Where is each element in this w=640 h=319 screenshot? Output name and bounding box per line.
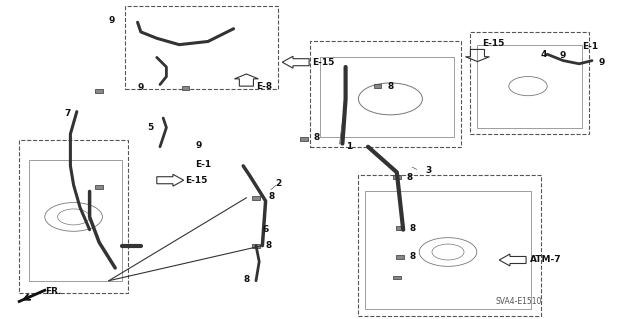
Bar <box>396 255 404 259</box>
Text: 8: 8 <box>269 192 275 201</box>
Bar <box>300 137 308 141</box>
Text: 9: 9 <box>138 83 144 92</box>
Text: ATM-7: ATM-7 <box>530 256 561 264</box>
Text: E-1: E-1 <box>195 160 211 169</box>
Bar <box>393 175 401 179</box>
Bar <box>252 244 260 248</box>
Text: SVA4-E1510: SVA4-E1510 <box>496 297 542 306</box>
Text: 8: 8 <box>410 224 416 233</box>
Text: E-15: E-15 <box>186 176 208 185</box>
Bar <box>374 84 381 88</box>
Text: E-15: E-15 <box>483 39 505 48</box>
Text: FR.: FR. <box>45 287 61 296</box>
Bar <box>182 86 189 90</box>
Text: 4: 4 <box>541 50 547 59</box>
Text: 3: 3 <box>426 166 432 175</box>
Text: 1: 1 <box>346 142 352 151</box>
Bar <box>95 185 103 189</box>
Text: 8: 8 <box>314 133 320 142</box>
Text: 9: 9 <box>598 58 605 67</box>
Text: 9: 9 <box>109 16 115 25</box>
Text: E-1: E-1 <box>582 42 598 51</box>
Text: E-15: E-15 <box>312 58 335 67</box>
Text: 6: 6 <box>262 225 269 234</box>
Text: 7: 7 <box>64 109 70 118</box>
Text: E-8: E-8 <box>256 82 272 91</box>
Text: 8: 8 <box>387 82 394 91</box>
Text: 9: 9 <box>560 51 566 60</box>
Text: 9: 9 <box>195 141 202 150</box>
Text: 8: 8 <box>243 275 250 284</box>
Bar <box>393 276 401 279</box>
Bar <box>252 196 260 200</box>
Text: 8: 8 <box>266 241 272 250</box>
Bar <box>396 226 404 230</box>
Text: 8: 8 <box>410 252 416 261</box>
Text: 5: 5 <box>147 123 154 132</box>
Text: 8: 8 <box>406 173 413 182</box>
Text: 2: 2 <box>275 179 282 188</box>
Bar <box>95 89 103 93</box>
